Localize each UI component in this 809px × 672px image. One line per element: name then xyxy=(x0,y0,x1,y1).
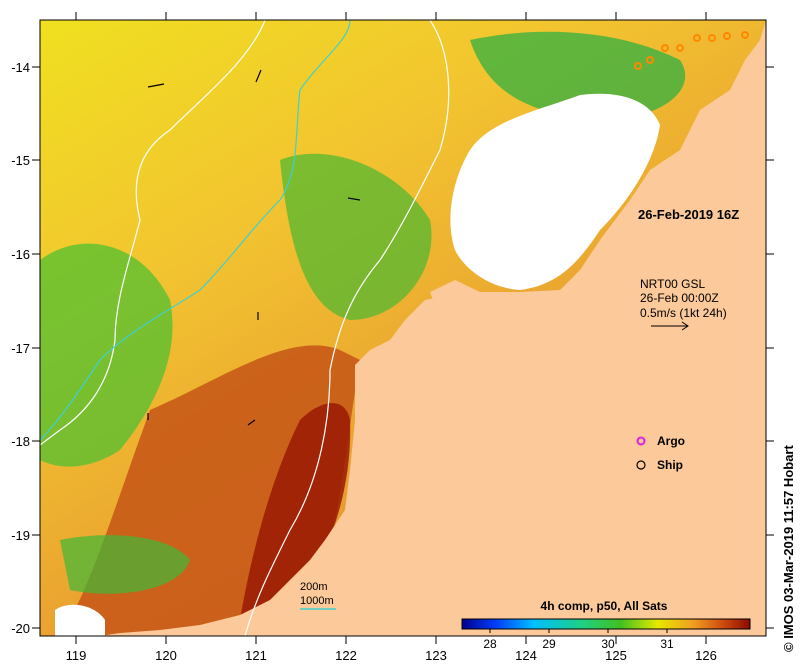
observation-marker[interactable] xyxy=(723,32,731,40)
colorbar: 4h comp, p50, All Sats 28 29 30 31 xyxy=(461,599,751,651)
observation-marker[interactable] xyxy=(676,44,684,52)
contour-200m-inner xyxy=(244,20,450,636)
map-frame xyxy=(39,19,767,637)
lat-label: -16 xyxy=(11,247,30,262)
colorbar-ramp xyxy=(461,618,751,630)
current-legend: NRT00 GSL 26-Feb 00:00Z 0.5m/s (1kt 24h) xyxy=(640,277,727,320)
lon-label: 122 xyxy=(335,648,357,663)
observation-marker[interactable] xyxy=(661,44,669,52)
lon-label: 120 xyxy=(155,648,177,663)
cloud-mask xyxy=(450,93,660,290)
current-arrow xyxy=(247,419,256,426)
cloud-mask-south xyxy=(55,604,105,636)
current-arrow xyxy=(147,83,165,88)
current-scale-label: 0.5m/s (1kt 24h) xyxy=(640,306,727,320)
contour-1000m-legend-label: 1000m xyxy=(300,595,334,607)
observation-marker[interactable] xyxy=(741,31,749,39)
current-arrow xyxy=(255,69,262,83)
argo-legend-label: Argo xyxy=(657,434,685,448)
colorbar-tick-label: 28 xyxy=(483,637,497,651)
lat-label: -17 xyxy=(11,341,30,356)
ship-legend-marker xyxy=(636,460,646,470)
observation-marker[interactable] xyxy=(634,62,642,70)
current-scale-arrow xyxy=(651,321,689,331)
axis-ticks xyxy=(32,12,774,644)
contour-1000m xyxy=(40,20,351,441)
lat-label: -19 xyxy=(11,528,30,543)
lon-label: 124 xyxy=(515,648,537,663)
lon-label: 126 xyxy=(695,648,717,663)
imos-credit: © IMOS 03-Mar-2019 11:57 Hobart xyxy=(781,445,796,652)
current-arrow xyxy=(347,197,361,201)
colorbar-tick-label: 31 xyxy=(660,637,674,651)
sst-map[interactable] xyxy=(40,20,766,636)
colorbar-tick-label: 30 xyxy=(601,637,615,651)
current-product-label: NRT00 GSL xyxy=(640,277,705,291)
colorbar-tick-label: 29 xyxy=(542,637,556,651)
cool-sst-patch-south xyxy=(60,535,190,594)
lat-label: -18 xyxy=(11,434,30,449)
lon-label: 119 xyxy=(66,648,87,663)
current-vectors xyxy=(147,69,361,426)
lat-label: -20 xyxy=(11,621,30,636)
observation-marker[interactable] xyxy=(646,56,654,64)
cool-sst-patch-west xyxy=(40,243,173,467)
latitude-labels: -14 -15 -16 -17 -18 -19 -20 xyxy=(11,60,30,636)
contour-200m xyxy=(40,20,266,446)
colorbar-title: 4h comp, p50, All Sats xyxy=(541,599,668,613)
observation-marker[interactable] xyxy=(693,34,701,42)
observation-markers xyxy=(634,31,749,70)
longitude-labels: 119 120 121 122 123 124 125 126 xyxy=(66,648,717,663)
warm-sst-core xyxy=(240,403,351,620)
lat-label: -15 xyxy=(11,153,30,168)
lat-label: -14 xyxy=(11,60,30,75)
land-mass xyxy=(100,20,766,636)
lon-label: 125 xyxy=(605,648,627,663)
cool-sst-patch-north xyxy=(470,31,686,120)
argo-legend-marker xyxy=(636,436,646,446)
scene-time-label: 26-Feb-2019 16Z xyxy=(638,207,739,222)
observation-marker[interactable] xyxy=(708,34,716,42)
lon-label: 121 xyxy=(245,648,267,663)
ship-legend-label: Ship xyxy=(657,458,683,472)
current-time-label: 26-Feb 00:00Z xyxy=(640,291,719,305)
cool-sst-patch-central xyxy=(280,153,432,320)
contour-200m-legend-label: 200m xyxy=(300,581,328,593)
lon-label: 123 xyxy=(425,648,447,663)
